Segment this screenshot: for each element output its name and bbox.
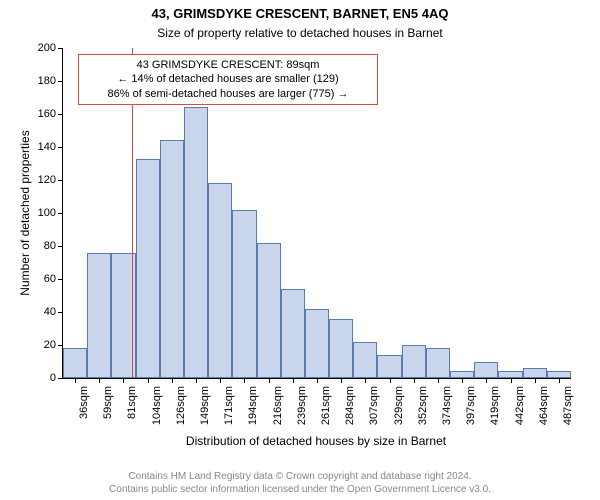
footer: Contains HM Land Registry data © Crown c… <box>0 471 600 496</box>
xtick-mark <box>269 378 270 383</box>
xtick-mark <box>341 378 342 383</box>
histogram-bar <box>208 183 232 378</box>
ytick-mark <box>58 312 63 313</box>
histogram-bar <box>160 140 184 378</box>
histogram-bar <box>474 362 498 379</box>
xtick-mark <box>535 378 536 383</box>
xtick-label: 36sqm <box>78 386 90 436</box>
xtick-mark <box>559 378 560 383</box>
ytick-label: 200 <box>28 42 56 54</box>
xtick-mark <box>293 378 294 383</box>
xtick-mark <box>438 378 439 383</box>
ytick-mark <box>58 213 63 214</box>
xtick-mark <box>511 378 512 383</box>
histogram-bar <box>305 309 329 378</box>
xtick-mark <box>390 378 391 383</box>
xtick-mark <box>317 378 318 383</box>
xtick-mark <box>244 378 245 383</box>
ytick-mark <box>58 180 63 181</box>
histogram-bar <box>450 371 474 378</box>
ytick-mark <box>58 345 63 346</box>
footer-line2: Contains public sector information licen… <box>0 484 600 497</box>
histogram-bar <box>402 345 426 378</box>
annotation-line1: 43 GRIMSDYKE CRESCENT: 89sqm <box>85 58 371 72</box>
histogram-bar <box>329 319 353 378</box>
histogram-bar <box>232 210 256 378</box>
ytick-mark <box>58 147 63 148</box>
xtick-label: 149sqm <box>199 386 211 436</box>
xtick-label: 81sqm <box>126 386 138 436</box>
histogram-bar <box>184 107 208 378</box>
xtick-label: 487sqm <box>562 386 574 436</box>
xtick-mark <box>123 378 124 383</box>
xtick-label: 307sqm <box>368 386 380 436</box>
histogram-bar <box>281 289 305 378</box>
xtick-mark <box>75 378 76 383</box>
histogram-bar <box>547 371 571 378</box>
ytick-mark <box>58 246 63 247</box>
ytick-label: 120 <box>28 174 56 186</box>
xtick-label: 464sqm <box>538 386 550 436</box>
chart-subtitle: Size of property relative to detached ho… <box>0 26 600 40</box>
ytick-mark <box>58 48 63 49</box>
xtick-label: 59sqm <box>102 386 114 436</box>
xtick-label: 329sqm <box>393 386 405 436</box>
histogram-bar <box>426 348 450 378</box>
xtick-label: 104sqm <box>151 386 163 436</box>
xtick-label: 284sqm <box>344 386 356 436</box>
histogram-bar <box>136 159 160 378</box>
footer-line1: Contains HM Land Registry data © Crown c… <box>0 471 600 484</box>
histogram-bar <box>87 253 111 378</box>
ytick-mark <box>58 279 63 280</box>
ytick-label: 140 <box>28 141 56 153</box>
annotation-line3: 86% of semi-detached houses are larger (… <box>85 87 371 101</box>
xtick-label: 261sqm <box>320 386 332 436</box>
xtick-mark <box>365 378 366 383</box>
ytick-mark <box>58 81 63 82</box>
xtick-label: 239sqm <box>296 386 308 436</box>
xtick-mark <box>462 378 463 383</box>
xtick-mark <box>196 378 197 383</box>
histogram-bar <box>353 342 377 378</box>
xtick-label: 374sqm <box>441 386 453 436</box>
xtick-mark <box>172 378 173 383</box>
chart-figure: 43, GRIMSDYKE CRESCENT, BARNET, EN5 4AQ … <box>0 0 600 500</box>
histogram-bar <box>523 368 547 378</box>
xtick-mark <box>414 378 415 383</box>
xtick-mark <box>486 378 487 383</box>
ytick-label: 160 <box>28 108 56 120</box>
ytick-label: 180 <box>28 75 56 87</box>
xtick-label: 352sqm <box>417 386 429 436</box>
xtick-label: 126sqm <box>175 386 187 436</box>
xtick-mark <box>148 378 149 383</box>
x-axis-label: Distribution of detached houses by size … <box>62 434 570 448</box>
xtick-mark <box>220 378 221 383</box>
ytick-label: 20 <box>28 339 56 351</box>
histogram-bar <box>377 355 401 378</box>
ytick-label: 100 <box>28 207 56 219</box>
chart-title: 43, GRIMSDYKE CRESCENT, BARNET, EN5 4AQ <box>0 6 600 21</box>
xtick-label: 194sqm <box>247 386 259 436</box>
annotation-box: 43 GRIMSDYKE CRESCENT: 89sqm ← 14% of de… <box>78 54 378 105</box>
annotation-line2: ← 14% of detached houses are smaller (12… <box>85 72 371 86</box>
ytick-label: 80 <box>28 240 56 252</box>
ytick-label: 0 <box>28 372 56 384</box>
xtick-label: 171sqm <box>223 386 235 436</box>
ytick-mark <box>58 114 63 115</box>
histogram-bar <box>257 243 281 378</box>
xtick-label: 397sqm <box>465 386 477 436</box>
xtick-label: 419sqm <box>489 386 501 436</box>
xtick-mark <box>99 378 100 383</box>
xtick-label: 216sqm <box>272 386 284 436</box>
ytick-label: 60 <box>28 273 56 285</box>
histogram-bar <box>498 371 522 378</box>
xtick-label: 442sqm <box>514 386 526 436</box>
ytick-mark <box>58 378 63 379</box>
histogram-bar <box>63 348 87 378</box>
ytick-label: 40 <box>28 306 56 318</box>
